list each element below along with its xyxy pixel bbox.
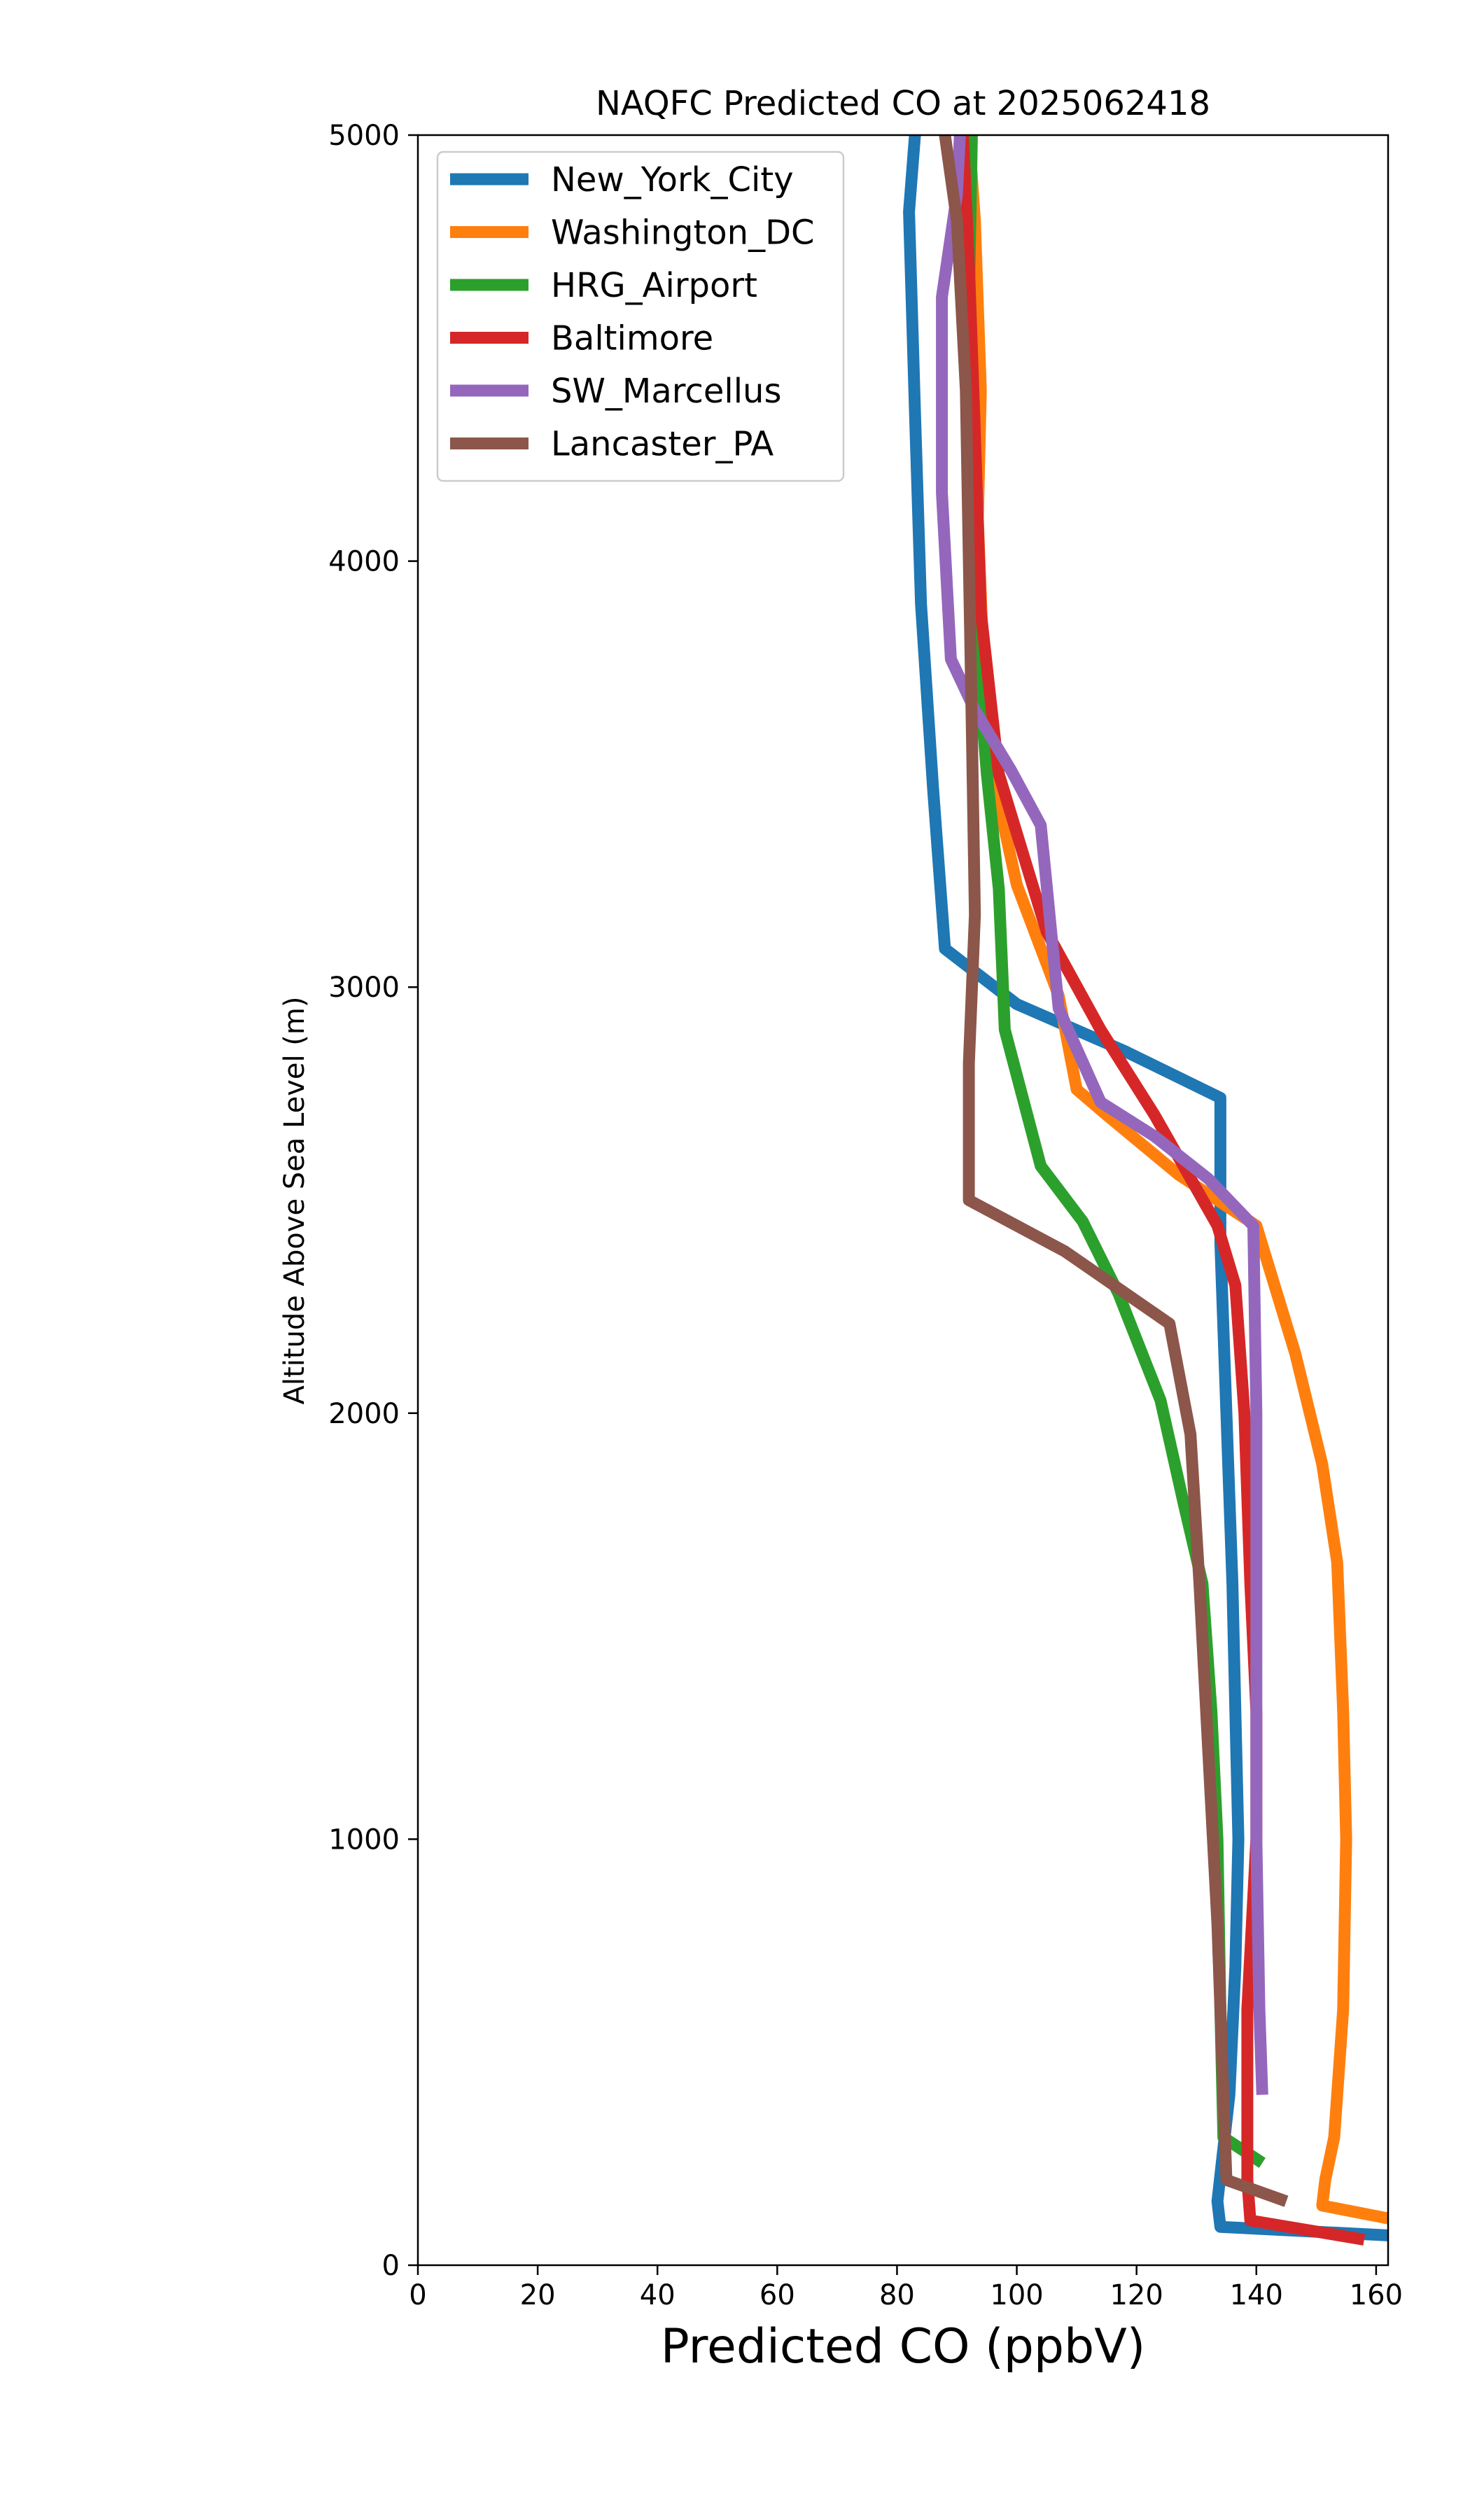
x-tick-label: 100 xyxy=(990,2279,1043,2311)
y-axis-label: Altitude Above Sea Level (m) xyxy=(279,997,311,1405)
series-line-lancaster-pa xyxy=(939,135,1289,2207)
x-tick-label: 60 xyxy=(760,2279,795,2311)
legend-label: HRG_Airport xyxy=(551,266,757,305)
x-tick-label: 0 xyxy=(409,2279,426,2311)
y-tick-label: 3000 xyxy=(328,972,400,1004)
x-axis-label: Predicted CO (ppbV) xyxy=(661,2319,1146,2374)
y-tick-label: 0 xyxy=(382,2250,400,2282)
series-line-sw-marcellus xyxy=(936,135,1268,2095)
axes-frame xyxy=(416,134,1390,2267)
y-tick-label: 5000 xyxy=(328,120,400,152)
y-axis: 0 1000 2000 3000 4000 5000 xyxy=(328,120,418,2282)
y-tick-label: 2000 xyxy=(328,1398,400,1430)
legend-label: Baltimore xyxy=(551,319,713,358)
series-line-baltimore xyxy=(957,135,1366,2246)
legend-label: Washington_DC xyxy=(551,214,815,253)
plot-lines xyxy=(903,135,1388,2246)
x-tick-label: 20 xyxy=(520,2279,556,2311)
y-tick-label: 4000 xyxy=(328,546,400,578)
legend-label: Lancaster_PA xyxy=(551,425,774,464)
x-tick-label: 80 xyxy=(879,2279,915,2311)
x-tick-label: 140 xyxy=(1230,2279,1283,2311)
legend-label: SW_Marcellus xyxy=(551,372,781,411)
legend-box xyxy=(436,150,845,482)
x-tick-label: 120 xyxy=(1110,2279,1163,2311)
x-tick-label: 40 xyxy=(640,2279,676,2311)
chart-title: NAQFC Predicted CO at 2025062418 xyxy=(596,84,1210,123)
legend: New_York_City Washington_DC HRG_Airport Bal… xyxy=(436,150,845,482)
x-axis: 0 20 40 60 80 100 120 140 160 xyxy=(409,2265,1403,2311)
x-tick-label: 160 xyxy=(1350,2279,1403,2311)
y-tick-label: 1000 xyxy=(328,1823,400,1856)
legend-label: New_York_City xyxy=(551,160,794,200)
